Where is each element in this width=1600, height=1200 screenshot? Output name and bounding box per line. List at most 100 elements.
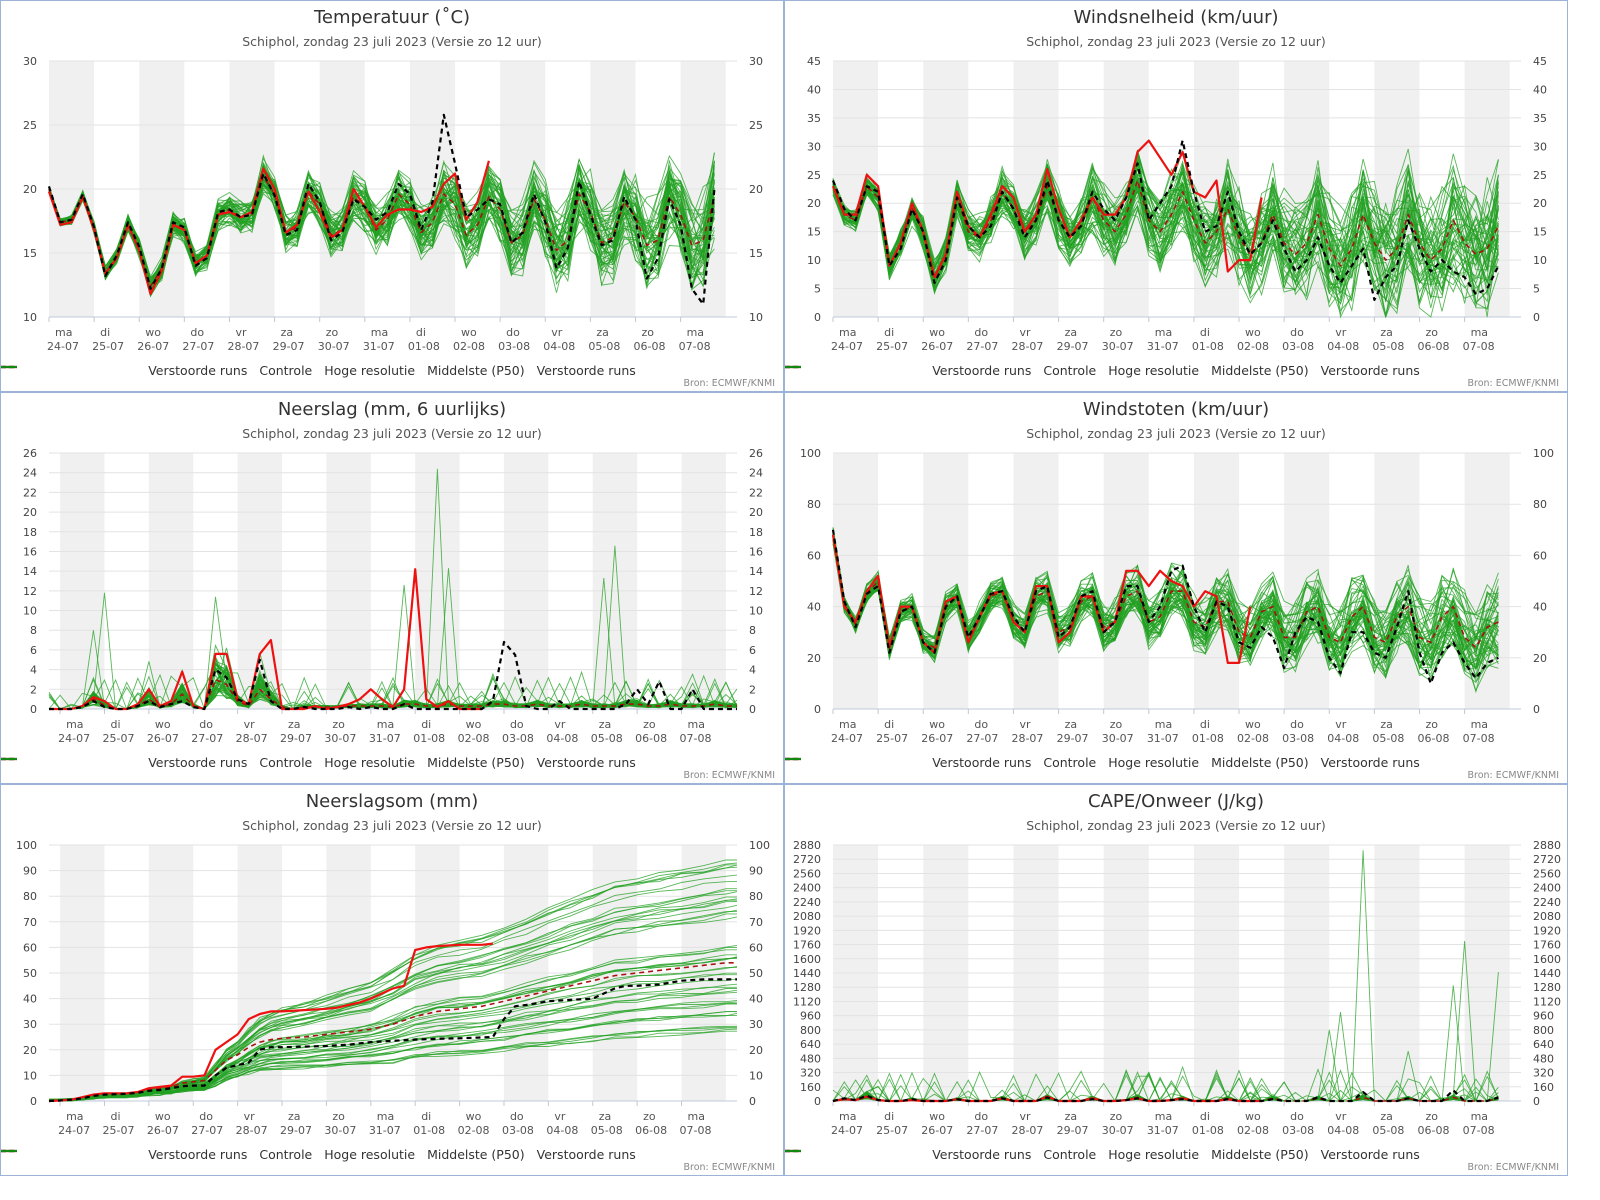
legend-item[interactable]: Controle	[785, 363, 1097, 378]
y-tick-label-left: 0	[814, 703, 821, 716]
x-tick-date: 28-07	[236, 732, 268, 745]
legend-item[interactable]: Verstoorde runs	[1, 1147, 636, 1162]
legend-item[interactable]: Verstoorde runs	[1, 363, 636, 378]
legend-label: Hoge resolutie	[324, 755, 416, 770]
legend-item[interactable]: Verstoorde runs	[1, 755, 247, 770]
legend-item[interactable]: Controle	[1, 1147, 312, 1162]
legend-item[interactable]: Hoge resolutie	[785, 363, 1200, 378]
legend-item[interactable]: Verstoorde runs	[785, 1147, 1031, 1162]
x-tick-date: 28-07	[236, 1124, 268, 1137]
legend-label: Hoge resolutie	[1108, 363, 1200, 378]
legend-label: Middelste (P50)	[427, 363, 525, 378]
y-tick-label-left: 0	[30, 703, 37, 716]
x-tick-date: 01-08	[1192, 732, 1224, 745]
x-tick-dow: ma	[1471, 718, 1488, 731]
x-tick-date: 06-08	[1418, 732, 1450, 745]
x-tick-dow: di	[884, 326, 894, 339]
chart-subtitle: Schiphol, zondag 23 juli 2023 (Versie zo…	[1026, 818, 1326, 833]
ensemble-line	[832, 169, 1499, 275]
y-tick-label-left: 1600	[793, 953, 821, 966]
legend-item[interactable]: Middelste (P50)	[1, 1147, 525, 1162]
x-tick-date: 31-07	[369, 732, 401, 745]
x-tick-date: 02-08	[458, 1124, 490, 1137]
x-tick-dow: vr	[551, 326, 563, 339]
x-tick-date: 07-08	[1463, 732, 1495, 745]
legend-item[interactable]: Middelste (P50)	[785, 363, 1309, 378]
legend-item[interactable]: Controle	[1, 363, 312, 378]
y-tick-label-right: 10	[749, 311, 763, 324]
x-tick-dow: zo	[1425, 1110, 1438, 1123]
legend-swatch	[1, 365, 17, 369]
x-tick-date: 05-08	[1372, 340, 1404, 353]
x-tick-dow: wo	[155, 718, 171, 731]
y-tick-label-left: 14	[23, 565, 37, 578]
legend-item[interactable]: Verstoorde runs	[1, 755, 636, 770]
y-tick-label-left: 0	[814, 1095, 821, 1108]
day-band	[1284, 453, 1330, 709]
y-tick-label-right: 960	[1533, 1010, 1554, 1023]
legend-item[interactable]: Verstoorde runs	[785, 1147, 1420, 1162]
x-tick-dow: ma	[839, 718, 856, 731]
x-tick-dow: do	[1290, 1110, 1304, 1123]
legend-item[interactable]: Hoge resolutie	[1, 363, 415, 378]
legend-item[interactable]: Controle	[1, 755, 312, 770]
chart-title: Temperatuur (˚C)	[313, 7, 471, 28]
chart-title: Neerslagsom (mm)	[305, 791, 479, 812]
x-tick-dow: za	[1065, 718, 1078, 731]
x-tick-dow: wo	[1245, 326, 1261, 339]
y-tick-label-right: 2720	[1533, 853, 1561, 866]
legend-item[interactable]: Hoge resolutie	[785, 1147, 1199, 1162]
x-tick-date: 30-07	[324, 1124, 356, 1137]
x-tick-dow: zo	[643, 718, 656, 731]
legend-item[interactable]: Verstoorde runs	[1, 363, 247, 378]
legend-item[interactable]: Controle	[785, 1147, 1096, 1162]
x-tick-date: 29-07	[1057, 340, 1089, 353]
x-tick-dow: ma	[688, 718, 705, 731]
legend-swatch	[785, 365, 801, 369]
y-tick-label-right: 25	[749, 119, 763, 132]
x-tick-dow: ma	[371, 326, 388, 339]
x-tick-dow: zo	[1110, 718, 1123, 731]
ensemble-line	[48, 896, 737, 1102]
y-tick-label-left: 10	[23, 1069, 37, 1082]
legend-item[interactable]: Hoge resolutie	[785, 755, 1199, 770]
legend-item[interactable]: Controle	[785, 755, 1096, 770]
x-tick-date: 04-08	[543, 340, 575, 353]
y-tick-label-right: 12	[749, 585, 763, 598]
y-tick-label-left: 8	[30, 624, 37, 637]
x-tick-dow: vr	[1335, 326, 1347, 339]
legend-item[interactable]: Middelste (P50)	[785, 755, 1309, 770]
legend-item[interactable]: Hoge resolutie	[1, 1147, 415, 1162]
y-tick-label-left: 22	[23, 486, 37, 499]
x-tick-date: 31-07	[1147, 1124, 1179, 1137]
legend-label: Controle	[1043, 363, 1097, 378]
chart-legend: Verstoorde runs Controle Hoge resolutie Mid…	[1, 1147, 783, 1162]
legend-item[interactable]: Middelste (P50)	[1, 755, 525, 770]
x-tick-dow: za	[1380, 326, 1393, 339]
x-tick-date: 03-08	[1282, 340, 1314, 353]
legend-item[interactable]: Middelste (P50)	[785, 1147, 1309, 1162]
x-tick-date: 26-07	[147, 1124, 179, 1137]
ensemble-line	[48, 184, 715, 290]
y-tick-label-right: 20	[749, 506, 763, 519]
x-tick-dow: zo	[1425, 326, 1438, 339]
x-tick-date: 07-08	[680, 1124, 712, 1137]
legend-item[interactable]: Verstoorde runs	[785, 755, 1031, 770]
legend-item[interactable]: Hoge resolutie	[1, 755, 416, 770]
legend-item[interactable]: Verstoorde runs	[785, 363, 1420, 378]
x-tick-date: 02-08	[453, 340, 485, 353]
chart-title: Neerslag (mm, 6 uurlijks)	[277, 399, 507, 420]
x-tick-dow: vr	[244, 718, 256, 731]
x-tick-dow: di	[421, 1110, 431, 1123]
control-line	[832, 1089, 1499, 1103]
legend-item[interactable]: Middelste (P50)	[1, 363, 525, 378]
y-tick-label-left: 50	[23, 967, 37, 980]
legend-item[interactable]: Verstoorde runs	[785, 363, 1031, 378]
day-band	[415, 453, 460, 709]
legend-item[interactable]: Verstoorde runs	[785, 755, 1420, 770]
x-tick-date: 03-08	[502, 732, 534, 745]
y-tick-label-left: 35	[807, 112, 821, 125]
legend-item[interactable]: Verstoorde runs	[1, 1147, 247, 1162]
